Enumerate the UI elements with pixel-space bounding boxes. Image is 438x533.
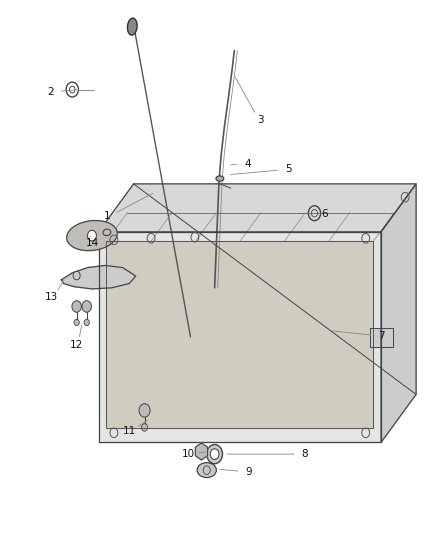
Circle shape bbox=[73, 271, 80, 280]
Polygon shape bbox=[61, 265, 136, 289]
Ellipse shape bbox=[127, 18, 137, 35]
Text: 11: 11 bbox=[123, 426, 136, 435]
Ellipse shape bbox=[103, 229, 111, 236]
Text: 1: 1 bbox=[104, 211, 111, 221]
Text: 7: 7 bbox=[378, 331, 385, 341]
Text: 12: 12 bbox=[70, 341, 83, 350]
Text: 2: 2 bbox=[47, 87, 54, 96]
Text: 8: 8 bbox=[301, 449, 308, 459]
Polygon shape bbox=[106, 241, 373, 428]
Circle shape bbox=[84, 319, 89, 326]
Circle shape bbox=[141, 424, 148, 431]
Text: 5: 5 bbox=[285, 165, 292, 174]
Circle shape bbox=[88, 230, 96, 241]
Text: 10: 10 bbox=[182, 449, 195, 459]
Text: 14: 14 bbox=[85, 238, 99, 247]
Polygon shape bbox=[195, 443, 208, 460]
Circle shape bbox=[82, 301, 92, 312]
Text: 6: 6 bbox=[321, 209, 328, 219]
Text: 13: 13 bbox=[45, 293, 58, 302]
Ellipse shape bbox=[197, 463, 216, 478]
Circle shape bbox=[210, 449, 219, 459]
Polygon shape bbox=[381, 184, 416, 442]
Polygon shape bbox=[370, 327, 393, 347]
Circle shape bbox=[72, 301, 81, 312]
Circle shape bbox=[207, 445, 223, 464]
Text: 9: 9 bbox=[245, 467, 252, 477]
Circle shape bbox=[139, 403, 150, 417]
Polygon shape bbox=[99, 232, 381, 442]
Ellipse shape bbox=[67, 221, 117, 251]
Text: 4: 4 bbox=[244, 159, 251, 168]
Polygon shape bbox=[99, 184, 416, 232]
Ellipse shape bbox=[216, 176, 224, 181]
Circle shape bbox=[74, 319, 79, 326]
Text: 3: 3 bbox=[257, 115, 264, 125]
